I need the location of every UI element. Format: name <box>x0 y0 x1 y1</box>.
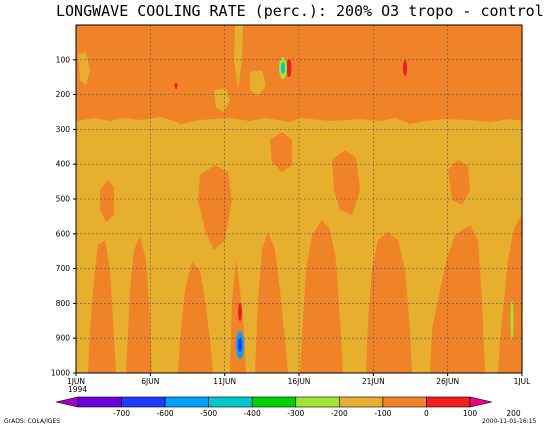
colorbar-swatch <box>77 396 122 408</box>
colorbar-label: -500 <box>200 409 217 418</box>
colorbar-swatch <box>55 396 79 408</box>
colorbar-label: -400 <box>244 409 261 418</box>
x-tick-label: 26JUN <box>436 377 459 386</box>
colorbar-label: -300 <box>287 409 304 418</box>
footer-right: 2000-11-01-16:15 <box>482 418 537 425</box>
y-tick-label: 400 <box>56 160 71 169</box>
contour-region-0-100 <box>198 165 232 250</box>
colorbar-swatch <box>208 396 253 408</box>
y-tick-label: 300 <box>56 125 71 134</box>
y-tick-label: 700 <box>56 264 71 273</box>
colorbar-swatch <box>426 396 471 408</box>
contour-region-0-100 <box>448 160 470 205</box>
colorbar: -700 -600 -500 -400 -300 -200 -100 0 100 200 <box>55 396 521 418</box>
y-axis: 100 200 300 400 500 600 700 800 900 1000 <box>51 55 76 378</box>
colorbar-swatch <box>251 396 297 408</box>
contour-region-100-200 <box>238 303 242 321</box>
chart-title: LONGWAVE COOLING RATE (perc.): 200% O3 t… <box>56 2 544 20</box>
contour-region-100-200 <box>286 59 292 77</box>
colorbar-label: 0 <box>424 409 429 418</box>
grid-lines <box>76 25 522 373</box>
y-tick-label: 600 <box>56 229 71 238</box>
contour-region-neg100-0 <box>234 25 243 90</box>
y-tick-label: 500 <box>56 195 71 204</box>
contour-region-100-200 <box>174 83 178 89</box>
x-axis: 1JUN 6JUN 11JUN 16JUN 21JUN 26JUN 1JUL <box>67 373 531 386</box>
colorbar-swatch <box>121 396 166 408</box>
contour-region-neg100-0 <box>78 52 90 85</box>
x-tick-label: 6JUN <box>141 377 159 386</box>
colorbar-label: -700 <box>113 409 130 418</box>
x-tick-label: 11JUN <box>213 377 236 386</box>
contour-region-neg500-neg400 <box>238 338 242 352</box>
colorbar-label: -200 <box>331 409 348 418</box>
y-tick-label: 1000 <box>51 369 70 378</box>
colorbar-label: 200 <box>506 409 521 418</box>
y-tick-label: 900 <box>56 334 71 343</box>
contour-region-neg100-0 <box>250 70 266 96</box>
colorbar-swatch <box>382 396 427 408</box>
colorbar-swatch <box>469 396 493 408</box>
x-tick-label: 21JUN <box>362 377 385 386</box>
colorbar-label: -100 <box>374 409 391 418</box>
contour-region-neg100-0 <box>214 88 230 112</box>
contour-region-neg300-neg200 <box>281 62 285 74</box>
x-tick-label: 1JUN <box>67 377 85 386</box>
contour-region-neg200-neg100 <box>510 300 514 340</box>
contour-region-0-100 <box>100 180 114 222</box>
y-tick-label: 100 <box>56 55 71 64</box>
colorbar-swatch <box>164 396 209 408</box>
colorbar-label: 100 <box>463 409 478 418</box>
x-tick-label: 16JUN <box>288 377 311 386</box>
y-tick-label: 800 <box>56 299 71 308</box>
contour-region-100-200 <box>403 60 407 76</box>
x-tick-label: 1JUL <box>514 377 531 386</box>
y-tick-label: 200 <box>56 90 71 99</box>
x-year-label: 1994 <box>68 385 87 394</box>
colorbar-swatch <box>339 396 384 408</box>
contour-region-0-100 <box>270 132 292 172</box>
footer-left: GrADS: COLA/IGES <box>4 418 60 425</box>
colorbar-swatch <box>295 396 340 408</box>
colorbar-label: -600 <box>157 409 174 418</box>
plot-area <box>76 25 522 373</box>
